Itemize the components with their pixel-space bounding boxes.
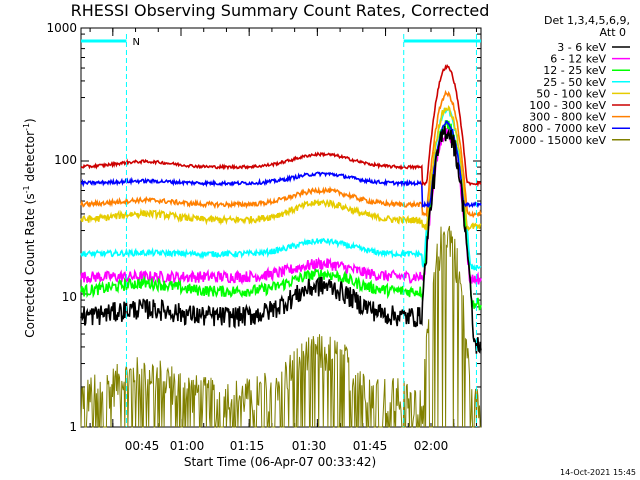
legend-label: 3 - 6 keV xyxy=(557,41,606,54)
series-line xyxy=(80,120,482,311)
bar-label: N xyxy=(132,37,139,48)
y-axis-label-mid: detector xyxy=(23,131,37,186)
x-tick-label: 01:00 xyxy=(170,439,205,453)
axis-ticks xyxy=(81,27,481,428)
legend-label: 7000 - 15000 keV xyxy=(508,134,606,147)
legend-label: 100 - 300 keV xyxy=(529,99,606,112)
x-tick-label: 01:15 xyxy=(230,439,265,453)
x-tick-label: 02:00 xyxy=(414,439,449,453)
series-line xyxy=(80,225,481,428)
legend-label: 6 - 12 keV xyxy=(550,53,606,66)
y-tick-label: 1 xyxy=(69,420,77,434)
x-tick-label: 01:45 xyxy=(353,439,388,453)
chart-title: RHESSI Observing Summary Count Rates, Co… xyxy=(71,1,490,20)
series-line xyxy=(80,127,482,286)
legend-label: 25 - 50 keV xyxy=(543,76,606,89)
observing-bars: N xyxy=(81,34,481,427)
y-tick-label: 100 xyxy=(54,153,77,167)
x-tick-label: 01:30 xyxy=(292,439,327,453)
y-tick-label: 1000 xyxy=(46,21,77,35)
series-group xyxy=(80,63,482,428)
x-tick-label: 00:45 xyxy=(125,439,160,453)
series-line xyxy=(80,107,482,271)
series-line xyxy=(80,63,482,188)
y-axis-label-sup: -1 xyxy=(22,185,31,193)
legend-label: 800 - 7000 keV xyxy=(522,122,606,135)
y-axis-label-sup: -1 xyxy=(22,123,31,131)
legend-label: 12 - 25 keV xyxy=(543,64,606,77)
legend-label: 50 - 100 keV xyxy=(536,87,606,100)
plot-frame xyxy=(80,27,482,428)
series-line xyxy=(80,104,482,232)
x-axis-label: Start Time (06-Apr-07 00:33:42) xyxy=(184,455,376,469)
legend-header: Att 0 xyxy=(600,26,626,39)
series-line xyxy=(80,120,482,209)
series-line xyxy=(80,89,482,219)
timestamp: 14-Oct-2021 15:45 xyxy=(560,468,636,477)
legend-header: Det 1,3,4,5,6,9, xyxy=(544,14,630,27)
series-line xyxy=(80,125,482,354)
y-tick-label: 10 xyxy=(62,290,77,304)
y-axis-label-end: ) xyxy=(23,118,37,123)
y-axis-label: Corrected Count Rate (s-1 detector-1) xyxy=(22,118,37,337)
legend-label: 300 - 800 keV xyxy=(529,111,606,124)
